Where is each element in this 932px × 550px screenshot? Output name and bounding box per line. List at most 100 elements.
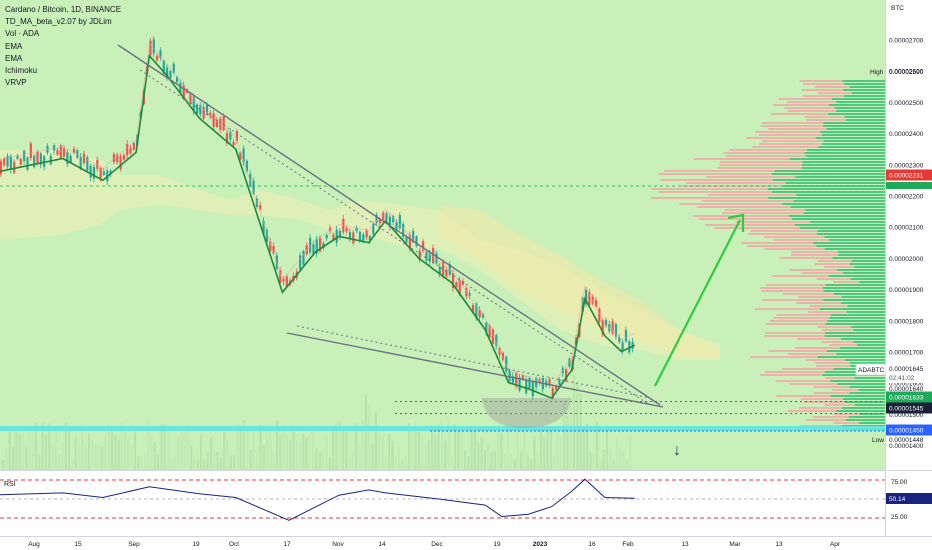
volume-bar (223, 431, 226, 470)
time-tick-label: Oct (229, 541, 239, 548)
candle-body (318, 237, 322, 252)
candle-body (13, 162, 16, 173)
vp-buy-bar (804, 152, 885, 154)
volume-bar (401, 459, 404, 470)
candle-body (491, 329, 495, 344)
vp-sell-bar (778, 98, 832, 100)
vp-sell-bar (750, 230, 818, 232)
vp-buy-bar (801, 167, 885, 169)
vp-buy-bar (859, 422, 885, 424)
vp-sell-bar (797, 338, 842, 340)
time-tick-label: Dec (431, 541, 443, 548)
price-tick-label: 0.00001700 (889, 350, 924, 357)
volume-bar (348, 458, 351, 470)
vp-sell-bar (791, 254, 839, 256)
volume-bar (104, 435, 107, 470)
candle-body (239, 152, 242, 160)
volume-bar (5, 448, 8, 470)
time-tick-label: 2023 (533, 541, 548, 548)
indicator-vrvp[interactable]: VRVP (5, 78, 27, 88)
candle-body (362, 234, 365, 241)
vp-sell-bar (771, 113, 829, 115)
candle-body (398, 215, 401, 229)
volume-bar (295, 440, 298, 470)
volume-bar (38, 455, 41, 470)
candle-body (451, 273, 455, 288)
candle-body (6, 155, 9, 167)
volume-bar (483, 449, 486, 470)
volume-bar (605, 425, 609, 470)
vp-sell-bar (755, 308, 821, 310)
candle-body (458, 280, 461, 295)
volume-bar (427, 440, 430, 470)
vp-sell-bar (705, 224, 796, 226)
rsi-value-bg (886, 493, 932, 504)
indicator-ema-1[interactable]: EMA (5, 41, 23, 51)
vp-buy-bar (824, 248, 885, 250)
ema-line (0, 42, 635, 387)
vp-buy-bar (845, 419, 885, 421)
volume-bar (365, 394, 368, 470)
vp-buy-bar (829, 317, 885, 319)
vp-sell-bar (773, 317, 830, 319)
vp-sell-bar (755, 131, 821, 133)
candle-body (385, 213, 388, 220)
vp-sell-bar (833, 422, 860, 424)
indicator-volume[interactable]: Vol · ADA (5, 29, 40, 39)
vp-buy-bar (796, 194, 885, 196)
candle-body (225, 133, 229, 144)
volume-bar (219, 457, 222, 470)
volume-bar (358, 444, 361, 470)
volume-bar (305, 437, 308, 470)
indicator-td-ma[interactable]: TD_MA_beta_v2.07 by JDLim (5, 17, 112, 27)
candle-body (235, 130, 239, 141)
indicator-ema-2[interactable]: EMA (5, 53, 23, 63)
candle-body (116, 154, 119, 163)
vp-sell-bar (795, 347, 841, 349)
candle-body (511, 376, 515, 383)
volume-bar (147, 420, 150, 470)
vp-sell-bar (694, 158, 790, 160)
vp-buy-bar (840, 347, 885, 349)
volume-bar (454, 424, 457, 470)
vp-buy-bar (826, 128, 885, 130)
candle-body (468, 293, 471, 297)
time-tick-label: Feb (622, 541, 634, 548)
volume-bar (64, 422, 67, 470)
time-tick-label: 13 (681, 541, 689, 548)
vp-buy-bar (830, 395, 885, 397)
vp-sell-bar (764, 371, 825, 373)
volume-bar (266, 430, 269, 470)
time-tick-label: Sep (128, 541, 140, 548)
volume-bar (394, 456, 397, 470)
candle-body (199, 105, 202, 115)
vp-sell-bar (762, 140, 824, 142)
vp-buy-bar (788, 215, 885, 217)
vp-sell-bar (784, 107, 835, 109)
indicator-ichimoku[interactable]: Ichimoku (5, 66, 38, 76)
volume-bar (114, 434, 117, 470)
volume-bar (160, 424, 163, 470)
candle-body (471, 305, 475, 313)
candle-body (601, 319, 604, 335)
volume-bar (275, 420, 279, 470)
vp-buy-bar (840, 302, 885, 304)
vp-sell-bar (717, 167, 802, 169)
vp-buy-bar (837, 251, 885, 253)
candle-body (525, 379, 528, 394)
vp-sell-bar (761, 125, 824, 127)
vp-sell-bar (663, 170, 775, 172)
volume-bar (609, 448, 612, 470)
vp-sell-bar (722, 212, 804, 214)
vp-buy-bar (803, 212, 885, 214)
candle-body (382, 212, 385, 220)
volume-bar (259, 424, 262, 470)
volume-bar (586, 423, 589, 470)
volume-bar (157, 454, 160, 470)
volume-bar (553, 455, 556, 470)
volume-bar (569, 402, 572, 470)
candle-body (69, 155, 72, 163)
candle-body (405, 236, 408, 243)
